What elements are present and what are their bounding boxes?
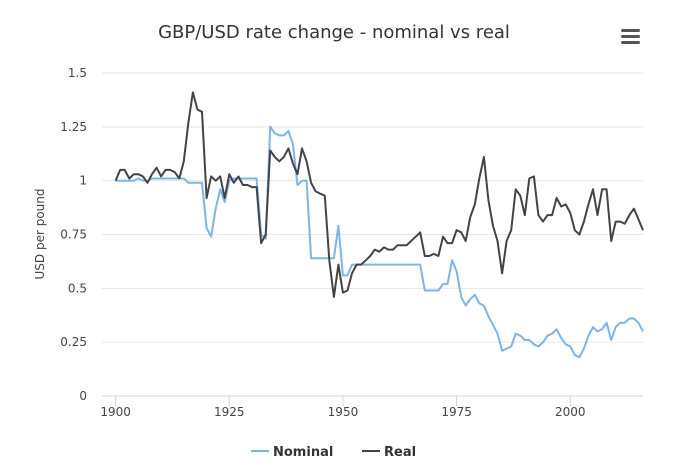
menu-button[interactable] <box>614 24 646 50</box>
x-tick-label: 1950 <box>328 405 359 419</box>
series-line-real[interactable] <box>114 91 644 298</box>
legend-label-real: Real <box>384 445 416 460</box>
series-line-nominal[interactable] <box>115 125 644 359</box>
legend-item-nominal[interactable]: Nominal <box>251 445 333 460</box>
x-tick-label: 1900 <box>100 405 131 419</box>
x-tick-label: 2000 <box>555 405 586 419</box>
y-tick-label: 0.5 <box>68 281 87 295</box>
y-tick-label: 0.25 <box>60 335 87 349</box>
legend-label-nominal: Nominal <box>273 445 333 460</box>
legend-item-real[interactable]: Real <box>362 445 416 460</box>
y-tick-label: 1 <box>79 174 87 188</box>
x-tick-label: 1975 <box>441 405 472 419</box>
y-axis-title: USD per pound <box>33 189 47 280</box>
y-tick-label: 1.5 <box>68 66 87 80</box>
y-tick-labels: 0 0.25 0.5 0.75 1 1.25 1.5 <box>60 66 87 403</box>
hamburger-menu-icon <box>621 29 640 44</box>
chart-title: GBP/USD rate change - nominal vs real <box>158 22 510 43</box>
y-tick-label: 0.75 <box>60 228 87 242</box>
y-tick-label: 1.25 <box>60 120 87 134</box>
legend: Nominal Real <box>251 445 416 460</box>
x-tick-label: 1925 <box>214 405 245 419</box>
y-tick-label: 0 <box>79 389 87 403</box>
series-layer <box>114 91 644 359</box>
y-grid-lines <box>102 72 643 343</box>
x-tick-labels: 1900 1925 1950 1975 2000 <box>100 396 586 419</box>
